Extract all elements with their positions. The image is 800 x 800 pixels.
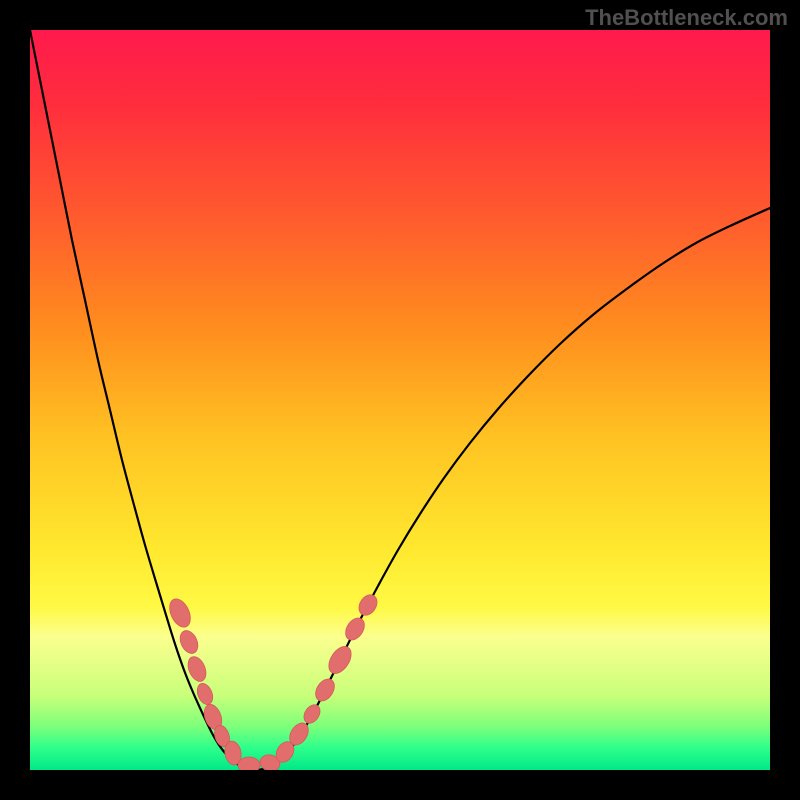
scatter-point <box>238 757 260 770</box>
plot-area <box>30 30 770 770</box>
chart-canvas <box>30 30 770 770</box>
chart-background <box>30 30 770 770</box>
watermark: TheBottleneck.com <box>585 5 788 31</box>
